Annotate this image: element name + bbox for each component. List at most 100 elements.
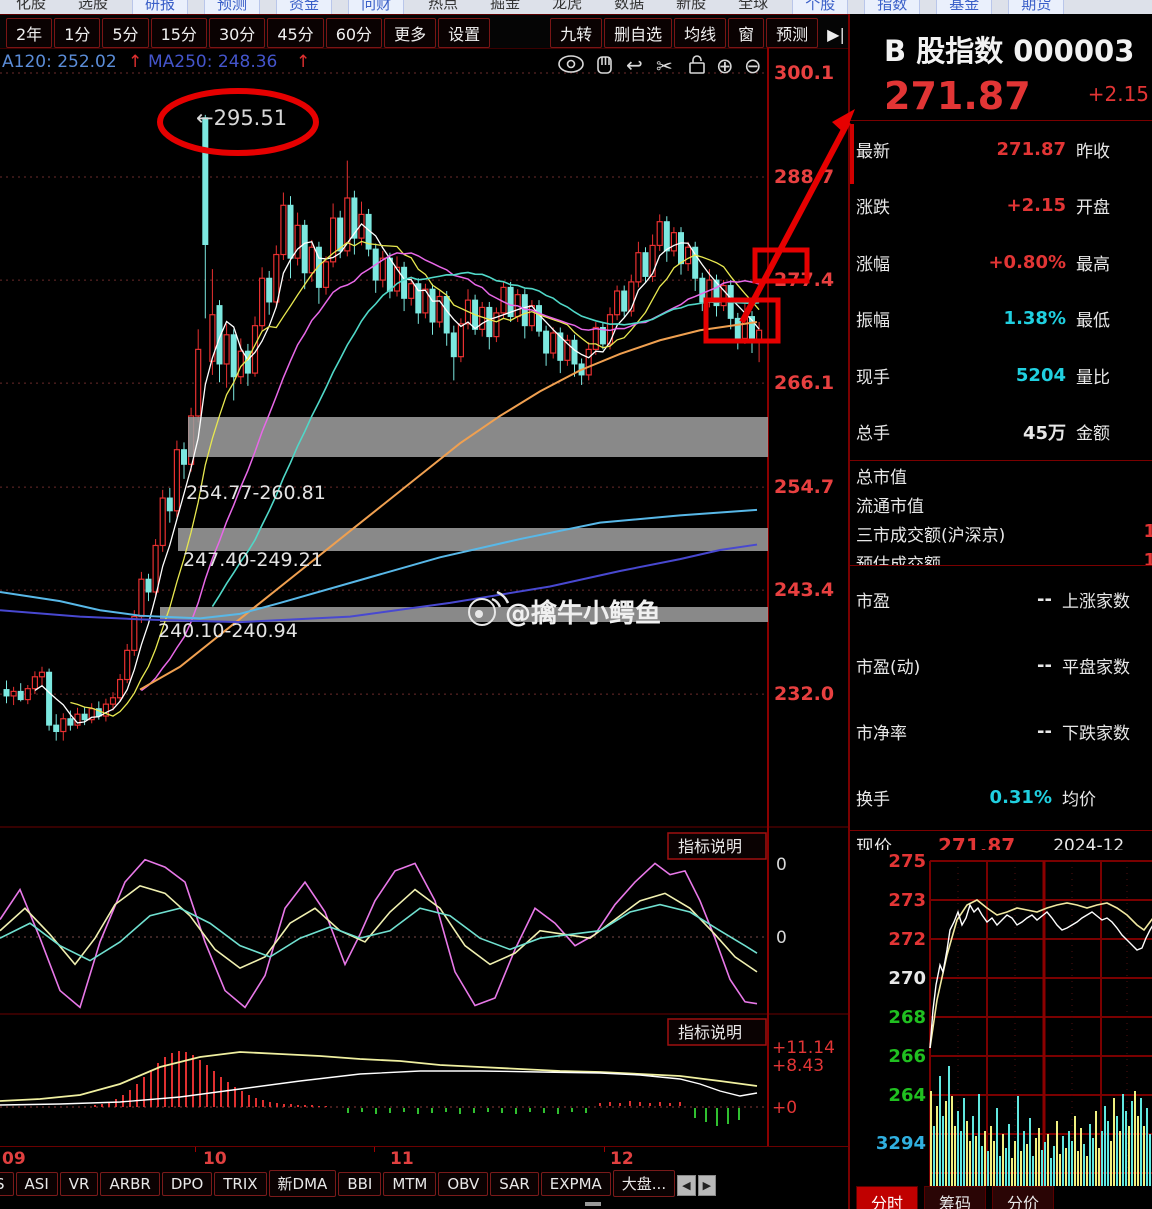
menu-item-15[interactable]: 期货 — [1008, 0, 1065, 14]
indicator-help-button[interactable]: 指标说明 — [667, 1018, 767, 1046]
indicator-tab-DPO[interactable]: DPO — [161, 1172, 213, 1196]
undo-icon[interactable]: ↩ — [626, 53, 643, 77]
menu-item-10[interactable]: 新股 — [676, 0, 707, 12]
price-axis-label: 254.7 — [774, 476, 834, 498]
zoom-in-icon[interactable]: ⊕ — [716, 54, 734, 78]
tool-button-删自选[interactable]: 删自选 — [604, 18, 673, 48]
indicator-tab-ARBR[interactable]: ARBR — [100, 1172, 160, 1196]
menu-item-9[interactable]: 数据 — [614, 0, 645, 12]
oscillator-magenta-line — [0, 858, 758, 1009]
panel2-axis-zero: 0 — [776, 855, 787, 875]
menu-item-12[interactable]: 个股 — [792, 0, 849, 14]
zone-label: 240.10-240.94 — [158, 620, 298, 642]
period-button-45分[interactable]: 45分 — [267, 18, 324, 48]
darkblue-ma-line — [0, 543, 758, 624]
scissors-icon[interactable]: ✂ — [656, 54, 673, 78]
mini-tab-分时[interactable]: 分时 — [856, 1186, 919, 1209]
histogram-panel: +11.14+8.43 +0 指标说明 — [0, 1013, 848, 1146]
quote-rows: 最新 271.87 昨收 涨跌 +2.15 开盘 涨幅 +0.80% 最高 振幅 1.38% 最低 现手… — [850, 121, 1152, 460]
scrollbar-thumb[interactable] — [585, 1202, 601, 1206]
ma250-label: MA250: 248.36 — [148, 52, 277, 72]
cap-row-1: 流通市值 — [856, 497, 924, 517]
ratio-row-市盈(动): 市盈(动) -- 平盘家数 — [856, 654, 1130, 678]
menu-item-11[interactable]: 全球 — [738, 0, 769, 12]
indicator-tab-TRIX[interactable]: TRIX — [214, 1172, 267, 1196]
lock-icon[interactable] — [689, 55, 705, 74]
instrument-title: B 股指数 000003 — [884, 34, 1135, 68]
tool-button-预测[interactable]: 预测 — [766, 18, 819, 48]
menu-item-8[interactable]: 龙虎 — [552, 0, 583, 12]
mini-tab-筹码[interactable]: 筹码 — [924, 1186, 987, 1209]
oscillator-panel: 0 0 指标说明 — [0, 826, 848, 1013]
panel3-value-2: +8.43 — [772, 1056, 824, 1076]
price-row: 271.87 +2.15 +0.80% — [884, 74, 1152, 120]
date-label-09: 09 — [2, 1149, 26, 1169]
indicator-tab-ASI[interactable]: ASI — [15, 1172, 58, 1196]
date-label-12: 12 — [610, 1149, 634, 1169]
menu-item-0[interactable]: 化股 — [16, 0, 47, 12]
bottom-strip — [0, 1197, 848, 1209]
period-button-5分[interactable]: 5分 — [102, 18, 149, 48]
cap-row-2: 三市成交额(沪深京)1 — [856, 521, 1152, 546]
svg-text:指标说明: 指标说明 — [678, 1023, 742, 1042]
zone-label: 254.77-260.81 — [186, 482, 326, 504]
mini-axis-label: 266 — [888, 1046, 926, 1067]
period-button-1分[interactable]: 1分 — [54, 18, 101, 48]
top-menubar: 化股 选股 研报 预测 资金 问财 热点 掘金 龙虎 数据 新股 全球 个股 指数 基金 期货 — [0, 0, 1152, 14]
last-price: 271.87 — [884, 74, 1031, 118]
cap-row-0: 总市值 — [856, 468, 907, 488]
menu-item-6[interactable]: 热点 — [428, 0, 459, 12]
price-axis-label: 243.4 — [774, 579, 834, 601]
oscillator-cyan-line — [0, 903, 758, 962]
zoom-out-icon[interactable]: ⊖ — [744, 54, 762, 78]
skip-to-end-icon[interactable]: ▶| — [827, 25, 845, 44]
svg-text:↑: ↑ — [296, 52, 310, 72]
indicator-tab-SAR[interactable]: SAR — [490, 1172, 539, 1196]
hand-icon[interactable] — [597, 56, 612, 74]
period-button-更多[interactable]: 更多 — [384, 18, 437, 48]
menu-item-2[interactable]: 研报 — [132, 0, 189, 14]
tabs-scroll-right[interactable]: ▶ — [697, 1175, 717, 1196]
menu-item-7[interactable]: 掘金 — [490, 0, 521, 12]
ma5-line — [34, 222, 760, 724]
mini-axis-label: 275 — [888, 851, 926, 872]
date-axis: 09 10 11 12 — [0, 1146, 848, 1169]
menu-item-5[interactable]: 问财 — [348, 0, 405, 14]
indicator-tab-EXPMA[interactable]: EXPMA — [540, 1172, 611, 1196]
period-button-30分[interactable]: 30分 — [208, 18, 266, 48]
ma10-line — [70, 240, 760, 717]
menu-item-14[interactable]: 基金 — [936, 0, 993, 14]
indicator-tab-VR[interactable]: VR — [59, 1172, 99, 1196]
period-button-2年[interactable]: 2年 — [6, 18, 53, 48]
watermark: @擒牛小鳄鱼 — [468, 590, 661, 629]
indicator-tab-大盘...[interactable]: 大盘... — [612, 1170, 676, 1197]
tool-button-均线[interactable]: 均线 — [674, 18, 727, 48]
indicator-help-button[interactable]: 指标说明 — [667, 832, 767, 860]
tabs-scroll-left[interactable]: ◀ — [677, 1175, 696, 1196]
quote-row-涨跌: 涨跌 +2.15 开盘 — [856, 195, 1110, 219]
indicator-tab-OBV[interactable]: OBV — [438, 1172, 489, 1196]
tool-button-窗[interactable]: 窗 — [728, 18, 765, 48]
indicator-tab-BBI[interactable]: BBI — [338, 1172, 382, 1196]
period-button-15分[interactable]: 15分 — [150, 18, 207, 48]
menu-item-4[interactable]: 资金 — [276, 0, 333, 14]
menu-item-3[interactable]: 预测 — [204, 0, 261, 14]
panel-accent-bar — [850, 124, 854, 184]
eye-icon[interactable] — [558, 55, 584, 73]
menu-item-1[interactable]: 选股 — [78, 0, 109, 12]
menu-item-13[interactable]: 指数 — [864, 0, 921, 14]
indicator-tab-MTM[interactable]: MTM — [383, 1172, 437, 1196]
svg-text:↑: ↑ — [128, 52, 142, 72]
lightblue-ma-line — [0, 508, 758, 620]
cap-row-3: 预估成交额1 — [856, 550, 1152, 565]
indicator-tab-S[interactable]: S — [0, 1172, 14, 1196]
panel3-white-line — [0, 1070, 758, 1106]
period-button-设置[interactable]: 设置 — [438, 18, 491, 48]
zone-label: 247.40-249.21 — [183, 549, 323, 571]
date-label-11: 11 — [390, 1149, 414, 1169]
indicator-tab-新DMA[interactable]: 新DMA — [268, 1170, 337, 1197]
period-button-60分[interactable]: 60分 — [325, 18, 383, 48]
mini-tab-分价[interactable]: 分价 — [992, 1186, 1055, 1209]
tool-button-九转[interactable]: 九转 — [550, 18, 603, 48]
